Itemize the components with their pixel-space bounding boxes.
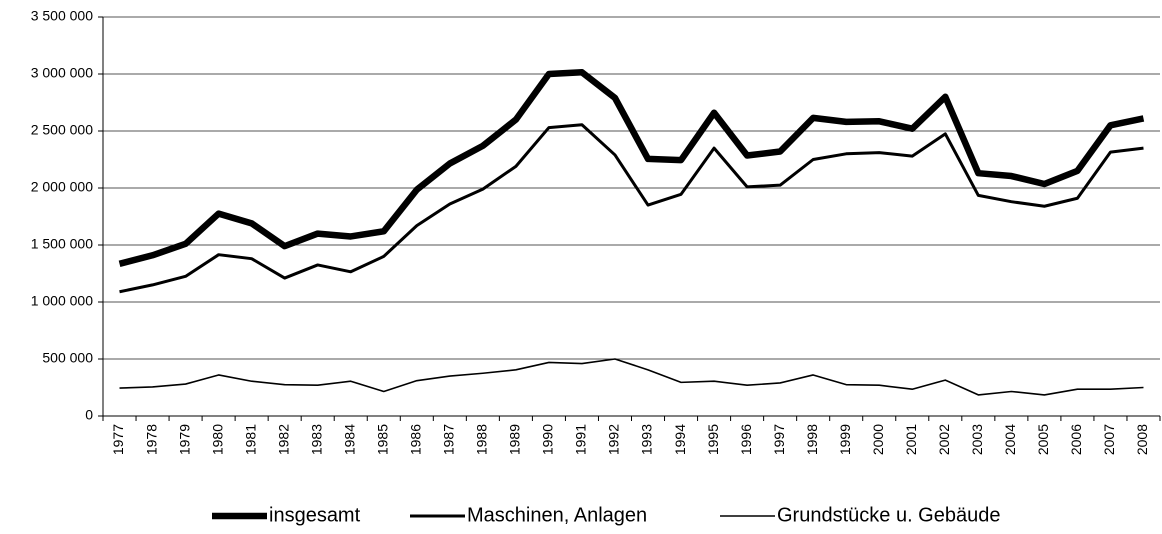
y-tick-label: 2 500 000 [31, 122, 93, 138]
x-tick-label: 1992 [606, 424, 622, 455]
x-tick-label: 1991 [573, 424, 589, 455]
x-tick-label: 1980 [209, 424, 225, 455]
x-tick-label: 2001 [903, 424, 919, 455]
y-tick-label: 2 000 000 [31, 179, 93, 195]
x-tick-label: 2005 [1035, 424, 1051, 455]
x-tick-label: 1988 [474, 424, 490, 455]
x-tick-label: 2006 [1068, 424, 1084, 455]
x-tick-label: 2003 [969, 424, 985, 455]
x-tick-label: 1997 [771, 424, 787, 455]
x-tick-label: 1986 [408, 424, 424, 455]
x-tick-label: 2007 [1101, 424, 1117, 455]
legend-text: insgesamt [269, 504, 361, 526]
y-tick-label: 0 [85, 407, 93, 423]
x-tick-label: 1999 [837, 424, 853, 455]
x-tick-label: 1983 [308, 424, 324, 455]
x-tick-label: 2002 [936, 424, 952, 455]
x-tick-label: 1981 [242, 424, 258, 455]
x-tick-label: 1985 [374, 424, 390, 455]
x-tick-label: 1989 [507, 424, 523, 455]
y-tick-label: 1 500 000 [31, 236, 93, 252]
x-tick-label: 1993 [639, 424, 655, 455]
x-tick-label: 1978 [143, 424, 159, 455]
x-tick-label: 1995 [705, 424, 721, 455]
x-tick-label: 2004 [1002, 424, 1018, 455]
x-tick-label: 1987 [441, 424, 457, 455]
x-tick-label: 2008 [1134, 424, 1150, 455]
y-tick-label: 1 000 000 [31, 293, 93, 309]
x-tick-label: 1984 [341, 424, 357, 455]
x-tick-label: 1998 [804, 424, 820, 455]
y-tick-label: 3 500 000 [31, 8, 93, 24]
legend-text: Grundstücke u. Gebäude [777, 504, 1000, 526]
series-line [119, 358, 1144, 396]
x-tick-label: 1996 [738, 424, 754, 455]
series-line [119, 123, 1144, 294]
x-tick-label: 1982 [275, 424, 291, 455]
legend-text: Maschinen, Anlagen [467, 504, 647, 526]
series-line [118, 69, 1145, 267]
y-tick-label: 500 000 [42, 350, 93, 366]
y-tick-label: 3 000 000 [31, 65, 93, 81]
x-tick-label: 1977 [110, 424, 126, 455]
x-tick-label: 2000 [870, 424, 886, 455]
x-tick-label: 1994 [672, 424, 688, 455]
x-tick-label: 1990 [540, 424, 556, 455]
x-tick-label: 1979 [176, 424, 192, 455]
